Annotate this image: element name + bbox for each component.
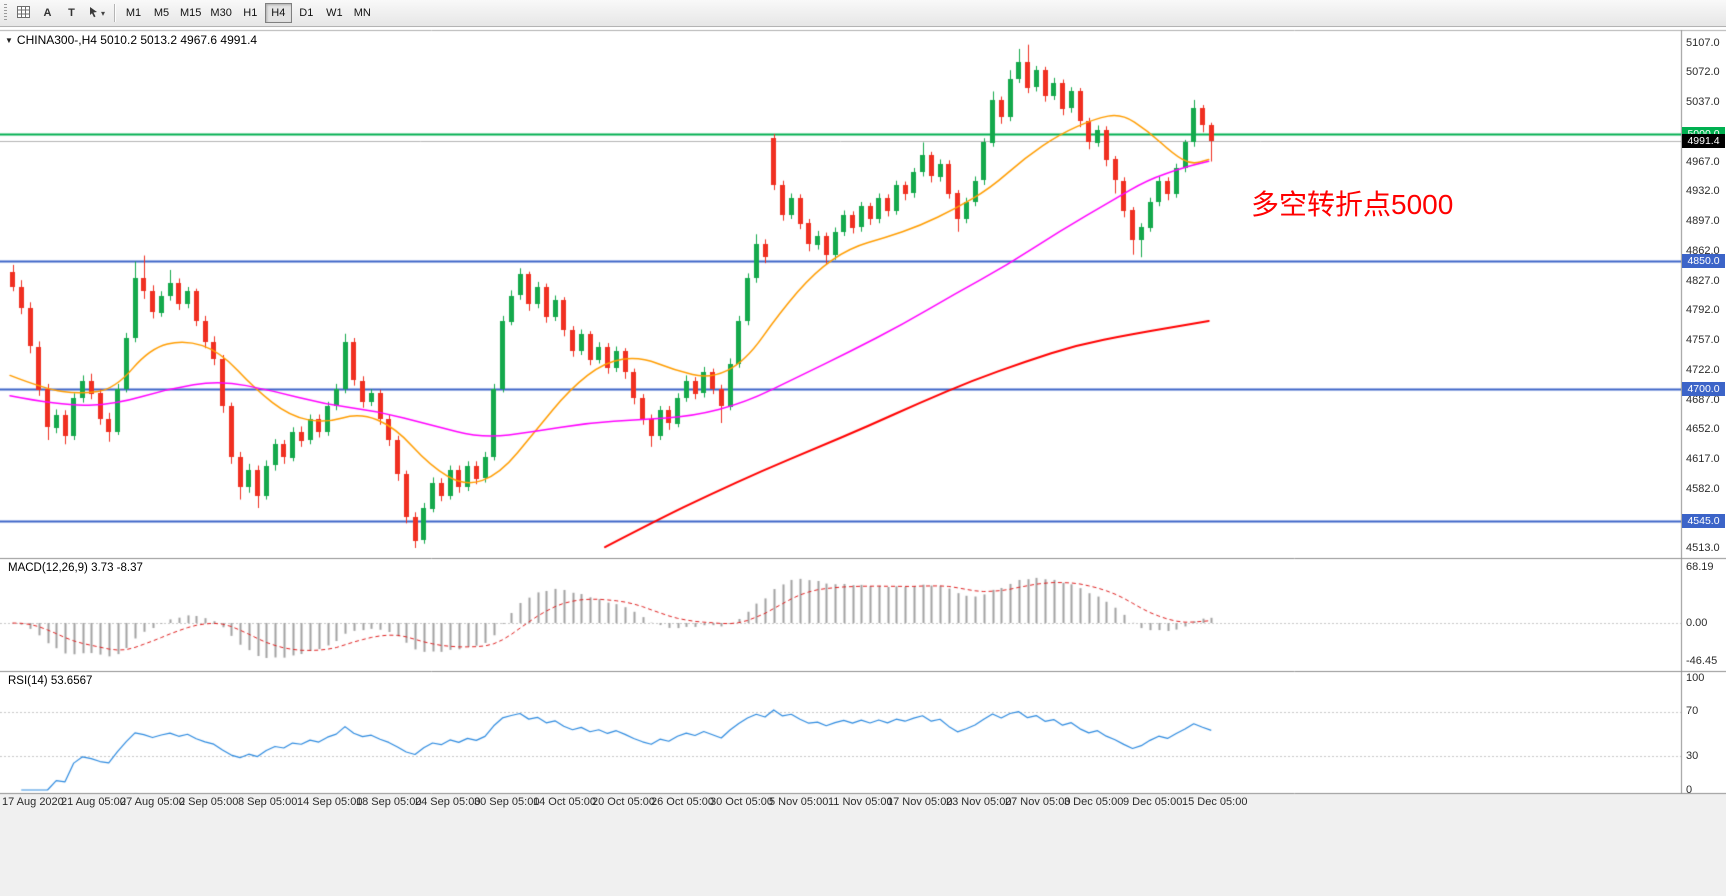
timeframe-mn-button[interactable]: MN	[349, 3, 376, 23]
text-label-tool-button[interactable]: A	[36, 3, 59, 23]
timeframe-m1-button[interactable]: M1	[120, 3, 147, 23]
toolbar-drag-handle[interactable]	[4, 4, 7, 22]
cursor-icon	[88, 6, 99, 21]
timeframe-h1-button[interactable]: H1	[237, 3, 264, 23]
chart-grid-button[interactable]	[12, 3, 35, 23]
price-scale[interactable]	[1681, 27, 1726, 793]
timeframe-m5-button[interactable]: M5	[148, 3, 175, 23]
cursor-tool-button[interactable]: ▾	[84, 3, 109, 23]
timeframe-h4-button[interactable]: H4	[264, 3, 292, 23]
toolbar: A T ▾ M1 M5 M15 M30 H1 H4 D1 W1 MN	[0, 0, 1726, 27]
text-tool-button[interactable]: T	[60, 3, 83, 23]
timeframe-w1-button[interactable]: W1	[321, 3, 348, 23]
toolbar-separator	[114, 4, 116, 22]
timeframe-m30-button[interactable]: M30	[206, 3, 235, 23]
timeframe-m15-button[interactable]: M15	[176, 3, 205, 23]
grid-icon	[17, 5, 30, 21]
chevron-down-icon: ▾	[101, 8, 106, 18]
timeframe-d1-button[interactable]: D1	[293, 3, 320, 23]
